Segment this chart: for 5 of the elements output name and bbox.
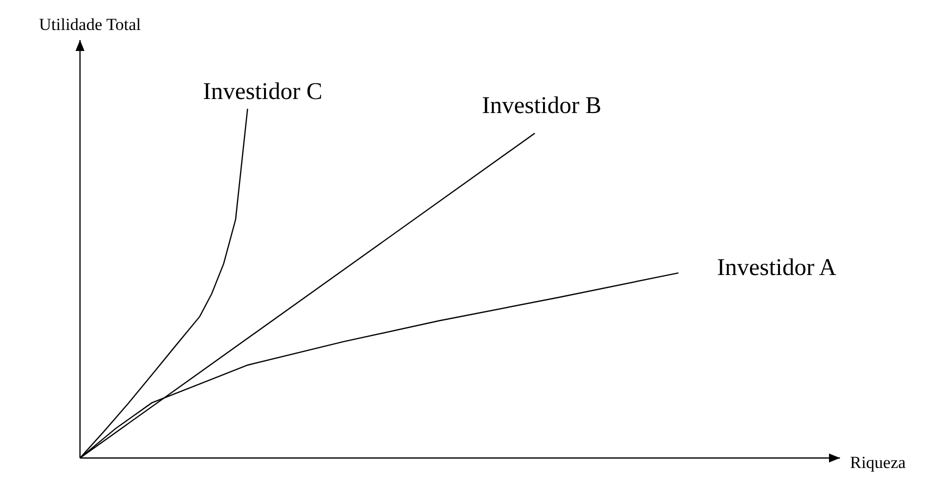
y-axis-title: Utilidade Total [39,15,142,34]
text: Riqueza [850,453,906,472]
series-label: Investidor C [203,79,322,105]
series-label: Investidor B [482,93,602,119]
series-label: Investidor A [717,255,837,281]
